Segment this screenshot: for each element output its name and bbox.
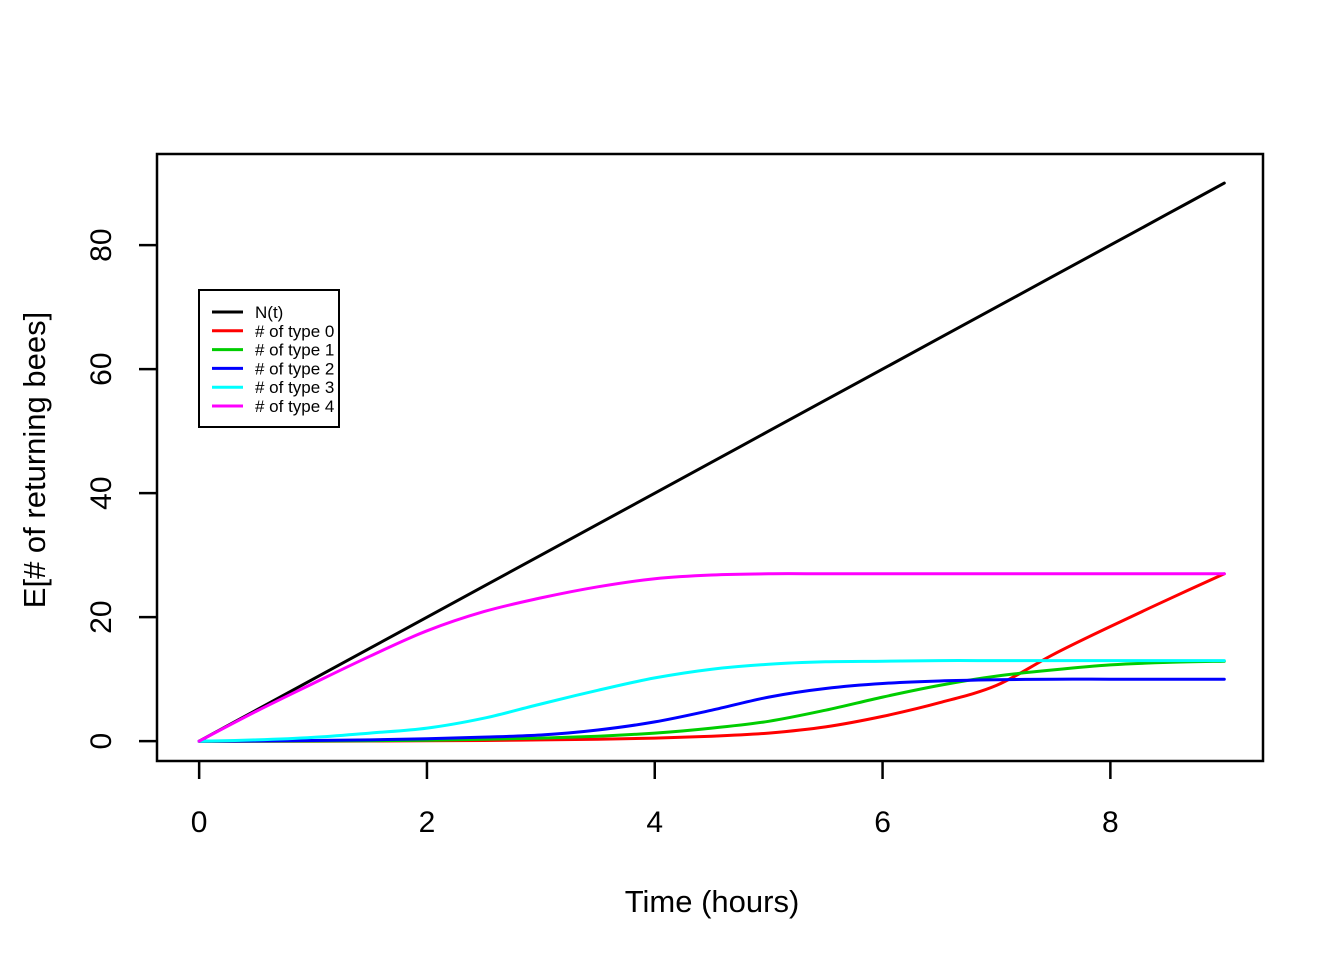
series-line-0 [197, 181, 1226, 743]
series-line-3 [197, 677, 1226, 743]
y-tick-label: 80 [85, 228, 118, 261]
x-tick-label: 2 [419, 806, 436, 839]
legend-label-4: # of type 3 [255, 378, 334, 397]
x-tick-label: 8 [1102, 806, 1119, 839]
y-tick-label: 20 [85, 600, 118, 633]
legend-label-3: # of type 2 [255, 359, 334, 378]
x-tick-label: 6 [874, 806, 891, 839]
series-line-5 [197, 572, 1226, 743]
legend-label-0: N(t) [255, 303, 283, 322]
x-tick-label: 0 [191, 806, 208, 839]
y-tick-label: 0 [85, 733, 118, 750]
y-tick-label: 60 [85, 352, 118, 385]
x-tick-label: 4 [646, 806, 663, 839]
legend-label-2: # of type 1 [255, 341, 334, 360]
x-axis-label: Time (hours) [624, 884, 800, 919]
y-axis-label: E[# of returning bees] [17, 311, 52, 609]
series-line-2 [197, 659, 1226, 743]
legend-label-1: # of type 0 [255, 322, 334, 341]
series-line-4 [197, 659, 1226, 743]
y-tick-label: 40 [85, 476, 118, 509]
plot-box [155, 152, 1265, 763]
legend-label-5: # of type 4 [255, 397, 334, 416]
